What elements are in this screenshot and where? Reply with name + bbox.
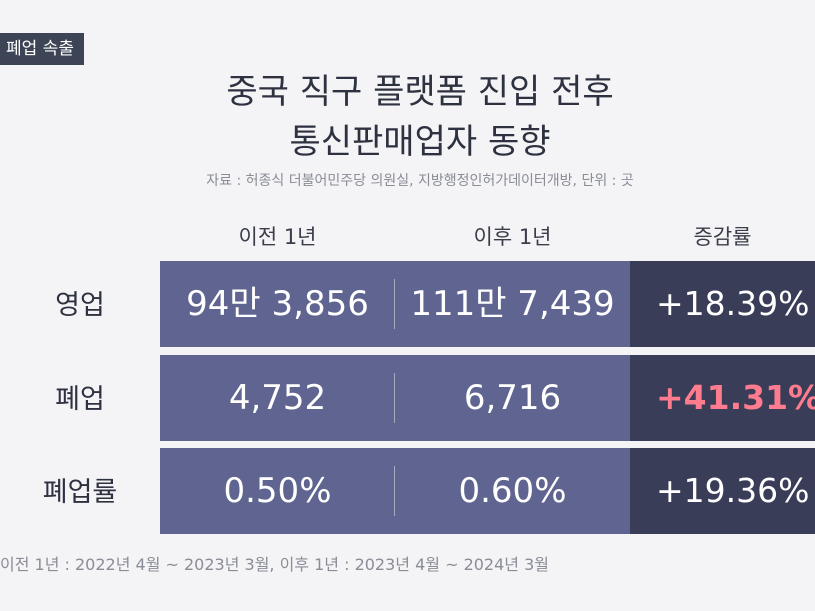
row-label-business: 영업 [55,290,105,321]
cell-closure-rate-change: +19.36% [656,471,810,510]
column-divider [394,279,395,329]
header-tag: 폐업 속출 [0,33,84,65]
rate-box-business [630,261,815,347]
row-label-closure: 폐업 [55,384,105,415]
cell-closure-rate-after: 0.60% [458,471,567,511]
chart-title-line-1: 중국 직구 플랫폼 진입 전후 [226,72,614,112]
row-label-closure-rate: 폐업률 [42,477,118,508]
row-band-closure-rate [160,448,630,534]
cell-business-change: +18.39% [656,284,810,323]
column-divider [394,373,395,423]
period-footnote: 이전 1년 : 2022년 4월 ~ 2023년 3월, 이후 1년 : 202… [0,555,550,574]
column-header-change: 증감률 [693,225,752,249]
source-note: 자료 : 허종식 더불어민주당 의원실, 지방행정인허가데이터개방, 단위 : … [206,173,634,189]
cell-closure-after: 6,716 [463,378,562,418]
cell-business-before: 94만 3,856 [186,284,369,324]
cell-closure-before: 4,752 [228,378,327,418]
column-header-before: 이전 1년 [238,225,317,249]
column-header-after: 이후 1년 [473,225,552,249]
row-band-business [160,261,630,347]
cell-closure-rate-before: 0.50% [223,471,332,511]
column-divider [394,466,395,516]
rate-box-closure [630,355,815,441]
cell-business-after: 111만 7,439 [410,284,615,324]
row-band-closure [160,355,630,441]
rate-box-closure-rate [630,448,815,534]
cell-closure-change: +41.31% [656,378,815,417]
chart-title-line-2: 통신판매업자 동향 [289,122,551,162]
